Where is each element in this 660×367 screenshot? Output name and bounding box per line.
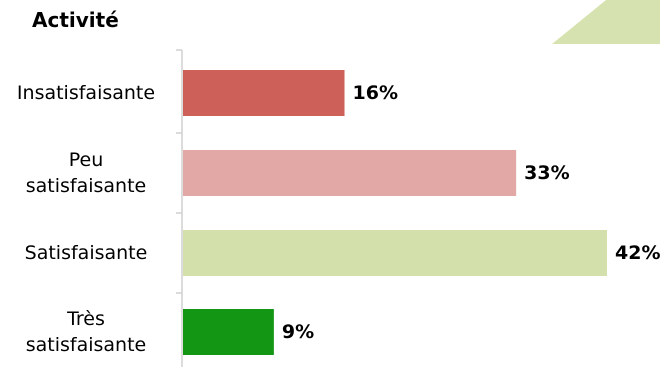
category-axis (176, 49, 183, 367)
bar-3 (183, 309, 274, 355)
category-label-0: Insatisfaisante (17, 82, 155, 104)
value-label-2: 42% (615, 242, 660, 264)
bar-2 (183, 230, 607, 276)
bar-0 (183, 70, 345, 116)
category-label-2-line-0: Satisfaisante (25, 242, 148, 264)
category-label-3-line-0: Très (66, 308, 105, 330)
category-label-3-line-1: satisfaisante (26, 334, 147, 356)
chart-title: Activité (32, 8, 119, 32)
value-label-3: 9% (282, 321, 314, 343)
category-label-3: Très satisfaisante (26, 308, 147, 356)
value-label-1: 33% (524, 162, 569, 184)
bars-group (183, 70, 607, 355)
bar-1 (183, 150, 517, 196)
labels-group: 16% Insatisfaisante 33% Peu satisfaisante 42%… (17, 82, 660, 356)
category-label-0-line-0: Insatisfaisante (17, 82, 155, 104)
category-label-1-line-1: satisfaisante (26, 175, 147, 197)
category-label-1-line-0: Peu (69, 149, 104, 171)
value-label-0: 16% (353, 82, 398, 104)
category-label-2: Satisfaisante (25, 242, 148, 264)
category-label-1: Peu satisfaisante (26, 149, 147, 197)
